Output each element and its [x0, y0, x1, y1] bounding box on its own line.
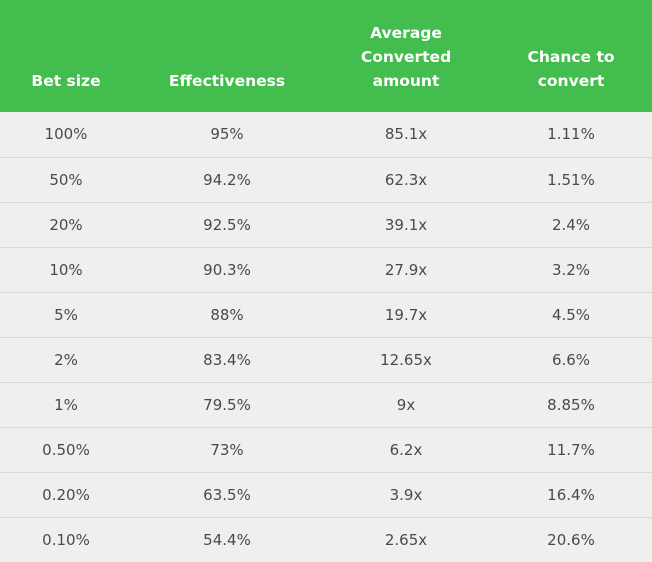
cell-effectiveness: 95% [132, 112, 322, 157]
cell-effectiveness: 54.4% [132, 516, 322, 562]
cell-bet-size: 0.20% [0, 471, 132, 517]
cell-average-converted-amount: 6.2x [322, 426, 490, 472]
table-row: 0.50% 73% 6.2x 11.7% [0, 426, 652, 472]
header-chance-to-convert: Chance to convert [490, 0, 652, 112]
cell-average-converted-amount: 12.65x [322, 336, 490, 382]
cell-average-converted-amount: 19.7x [322, 291, 490, 337]
table-row: 1% 79.5% 9x 8.85% [0, 381, 652, 427]
cell-average-converted-amount: 9x [322, 381, 490, 427]
cell-bet-size: 0.10% [0, 516, 132, 562]
cell-chance-to-convert: 2.4% [490, 201, 652, 247]
table-row: 10% 90.3% 27.9x 3.2% [0, 246, 652, 292]
cell-bet-size: 100% [0, 112, 132, 157]
table-row: 20% 92.5% 39.1x 2.4% [0, 201, 652, 247]
header-average-converted-amount: Average Converted amount [322, 0, 490, 112]
cell-average-converted-amount: 39.1x [322, 201, 490, 247]
cell-effectiveness: 79.5% [132, 381, 322, 427]
cell-chance-to-convert: 1.51% [490, 156, 652, 202]
table-row: 0.10% 54.4% 2.65x 20.6% [0, 516, 652, 562]
table-row: 2% 83.4% 12.65x 6.6% [0, 336, 652, 382]
cell-chance-to-convert: 20.6% [490, 516, 652, 562]
cell-average-converted-amount: 62.3x [322, 156, 490, 202]
cell-bet-size: 5% [0, 291, 132, 337]
cell-average-converted-amount: 27.9x [322, 246, 490, 292]
cell-bet-size: 20% [0, 201, 132, 247]
cell-chance-to-convert: 4.5% [490, 291, 652, 337]
cell-bet-size: 10% [0, 246, 132, 292]
table-row: 0.20% 63.5% 3.9x 16.4% [0, 471, 652, 517]
header-effectiveness: Effectiveness [132, 0, 322, 112]
cell-average-converted-amount: 2.65x [322, 516, 490, 562]
cell-chance-to-convert: 11.7% [490, 426, 652, 472]
table-header: Bet size Effectiveness Average Converted… [0, 0, 652, 112]
table-row: 50% 94.2% 62.3x 1.51% [0, 156, 652, 202]
cell-effectiveness: 63.5% [132, 471, 322, 517]
cell-bet-size: 50% [0, 156, 132, 202]
cell-effectiveness: 83.4% [132, 336, 322, 382]
header-bet-size: Bet size [0, 0, 132, 112]
cell-average-converted-amount: 3.9x [322, 471, 490, 517]
header-row: Bet size Effectiveness Average Converted… [0, 0, 652, 112]
cell-chance-to-convert: 1.11% [490, 112, 652, 157]
cell-effectiveness: 90.3% [132, 246, 322, 292]
cell-bet-size: 0.50% [0, 426, 132, 472]
cell-chance-to-convert: 6.6% [490, 336, 652, 382]
cell-effectiveness: 88% [132, 291, 322, 337]
cell-effectiveness: 94.2% [132, 156, 322, 202]
cell-effectiveness: 73% [132, 426, 322, 472]
table-body: 100% 95% 85.1x 1.11% 50% 94.2% 62.3x 1.5… [0, 112, 652, 562]
cell-average-converted-amount: 85.1x [322, 112, 490, 157]
cell-chance-to-convert: 3.2% [490, 246, 652, 292]
cell-effectiveness: 92.5% [132, 201, 322, 247]
table-row: 100% 95% 85.1x 1.11% [0, 112, 652, 157]
cell-bet-size: 1% [0, 381, 132, 427]
cell-chance-to-convert: 16.4% [490, 471, 652, 517]
table-row: 5% 88% 19.7x 4.5% [0, 291, 652, 337]
cell-bet-size: 2% [0, 336, 132, 382]
cell-chance-to-convert: 8.85% [490, 381, 652, 427]
